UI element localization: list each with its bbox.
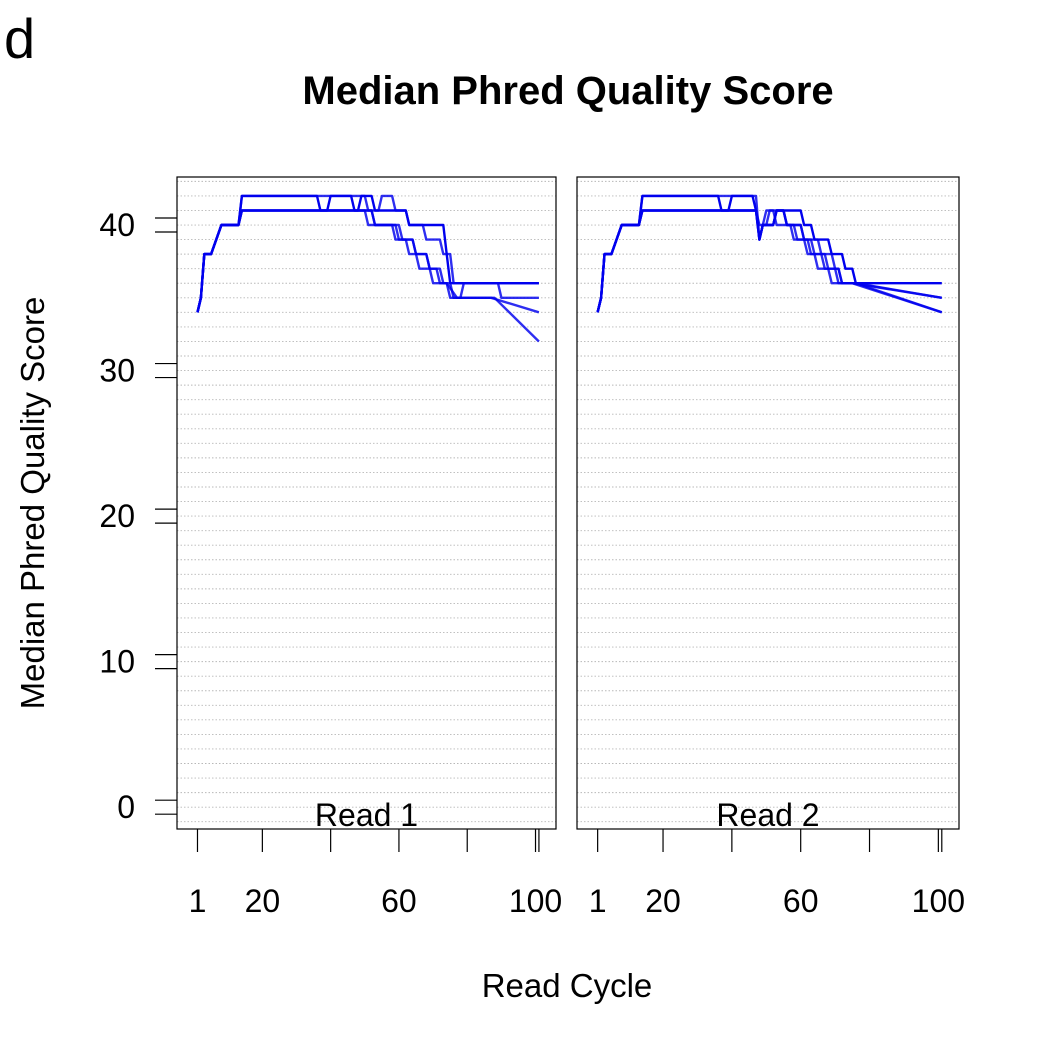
panel-letter: d (4, 7, 35, 70)
x-axis-label: Read Cycle (482, 967, 653, 1004)
y-tick-label: 10 (99, 644, 135, 680)
x-tick-label: 1 (589, 883, 607, 919)
series-line (196, 209, 540, 314)
y-tick-label: 20 (99, 498, 135, 534)
x-tick-label: 20 (645, 883, 681, 919)
chart-title: Median Phred Quality Score (302, 69, 833, 113)
panel-strip-label: Read 1 (315, 797, 418, 833)
series-line (196, 209, 540, 343)
series-line (596, 209, 943, 314)
x-tick-label: 60 (381, 883, 417, 919)
y-tick-label: 0 (117, 789, 135, 825)
x-tick-label: 20 (245, 883, 281, 919)
x-tick-label: 1 (189, 883, 207, 919)
panel-read-2: Read 2 1 20 60 100 (576, 176, 965, 919)
panel-strip-label: Read 2 (716, 797, 819, 833)
y-axis: 0 10 20 30 40 (99, 207, 177, 825)
y-axis-label: Median Phred Quality Score (14, 297, 51, 710)
x-tick-label: 100 (509, 883, 562, 919)
y-tick-label: 30 (99, 353, 135, 389)
panel-read-1: Read 1 1 20 60 100 (176, 176, 562, 919)
x-tick-label: 60 (783, 883, 819, 919)
y-tick-label: 40 (99, 207, 135, 243)
panel-border (576, 176, 960, 830)
series-line (196, 194, 539, 313)
series-line (196, 194, 539, 313)
panel-border (176, 176, 557, 830)
x-tick-label: 100 (912, 883, 965, 919)
